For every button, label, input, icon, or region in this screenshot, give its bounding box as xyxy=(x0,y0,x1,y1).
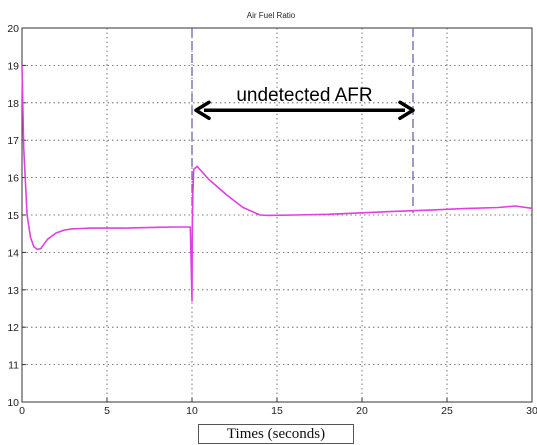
x-tick-label: 15 xyxy=(271,405,283,417)
x-tick-label: 0 xyxy=(19,405,25,417)
annotation-layer: undetected AFR xyxy=(194,85,415,121)
y-tick-label: 15 xyxy=(7,210,19,222)
x-tick-label: 20 xyxy=(356,405,368,417)
y-tick-label: 16 xyxy=(7,173,19,185)
x-tick-label: 25 xyxy=(441,405,453,417)
y-tick-label: 11 xyxy=(8,360,19,372)
axis-ticks: 0 5 10 15 20 25 30 10 11 12 13 14 15 16 17 18 19 20 xyxy=(7,23,537,417)
undetected-afr-label: undetected AFR xyxy=(236,85,372,106)
x-tick-label: 10 xyxy=(186,405,198,417)
series-layer xyxy=(21,65,533,302)
x-axis-label: Times (seconds) xyxy=(198,424,354,444)
y-tick-label: 13 xyxy=(7,285,19,297)
fault-markers xyxy=(191,28,414,214)
x-tick-label: 5 xyxy=(104,405,110,417)
y-tick-label: 17 xyxy=(7,135,19,147)
y-tick-label: 12 xyxy=(7,322,19,334)
y-tick-label: 18 xyxy=(7,98,19,110)
arrow-head-right xyxy=(398,100,415,121)
arrow-head-left xyxy=(194,100,211,121)
grid-lines xyxy=(22,28,532,402)
y-tick-label: 20 xyxy=(7,23,19,35)
x-tick-label: 30 xyxy=(526,405,537,417)
chart-title: Air Fuel Ratio xyxy=(247,11,296,20)
y-tick-label: 19 xyxy=(7,60,19,72)
y-tick-label: 14 xyxy=(7,247,19,259)
air-fuel-ratio-line xyxy=(21,65,533,302)
y-tick-label: 10 xyxy=(7,397,19,409)
